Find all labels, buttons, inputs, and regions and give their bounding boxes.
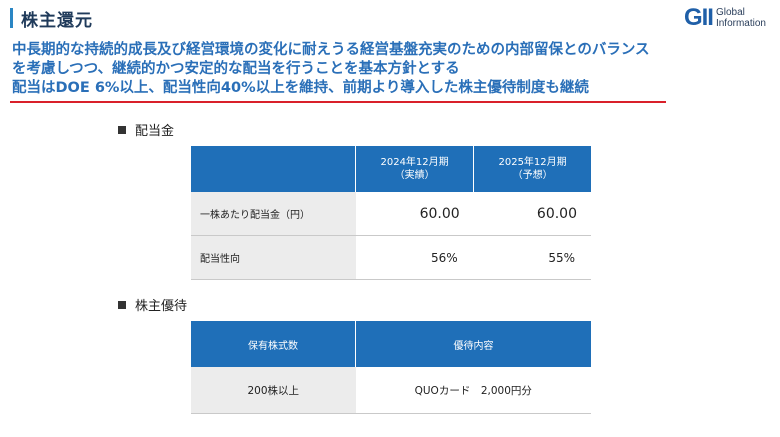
- benefit-table-header: 保有株式数 優待内容: [191, 321, 591, 367]
- benefit-header-content: 優待内容: [355, 321, 591, 367]
- slide-title: 株主還元: [21, 10, 93, 31]
- dividend-header-fy2024: 2024年12月期 （実績）: [354, 146, 474, 192]
- bullet-square-icon: [118, 125, 126, 134]
- bullet-square-icon: [118, 300, 126, 309]
- dividend-heading: 配当金: [118, 120, 174, 139]
- policy-line-3: 配当はDOE 6%以上、配当性向40%以上を維持、前期より導入した株主優待制度も…: [12, 80, 589, 96]
- logo-line-1: Global: [715, 7, 745, 18]
- logo-mark: GII: [683, 4, 714, 31]
- policy-line-1: 中長期的な持続的成長及び経営環境の変化に耐えうる経営基盤充実のための内部留保との…: [12, 42, 650, 58]
- dividend-header-fy2024-period: 2024年12月期: [380, 157, 449, 168]
- dividend-heading-text: 配当金: [135, 124, 175, 139]
- table-row: 配当性向 56% 55%: [191, 235, 591, 280]
- benefit-table: 保有株式数 優待内容 200株以上 QUOカード 2,000円分: [191, 321, 591, 414]
- benefit-shares-value: 200株以上: [191, 367, 356, 414]
- dividend-header-blank: [191, 146, 356, 192]
- title-accent-bar: [10, 8, 13, 28]
- dividend-table: 2024年12月期 （実績） 2025年12月期 （予想） 一株あたり配当金（円…: [191, 146, 591, 280]
- benefit-heading-text: 株主優待: [135, 299, 188, 314]
- dps-fy2024-value: 60.00: [355, 192, 474, 236]
- slide-title-bar: 株主還元: [10, 6, 93, 31]
- dividend-header-fy2025-period: 2025年12月期: [498, 157, 567, 168]
- payout-label: 配当性向: [191, 235, 356, 280]
- logo-words: Global Information: [716, 7, 766, 29]
- dividend-header-fy2025-type: （予想）: [512, 170, 553, 181]
- dps-fy2025-value: 60.00: [473, 192, 591, 236]
- dps-label: 一株あたり配当金（円）: [191, 192, 356, 236]
- payout-fy2024-value: 56%: [355, 235, 474, 280]
- dividend-header-fy2024-type: （実績）: [394, 170, 435, 181]
- benefit-content-value: QUOカード 2,000円分: [355, 367, 591, 414]
- payout-fy2025-value: 55%: [473, 235, 591, 280]
- policy-line-2: を考慮しつつ、継続的かつ安定的な配当を行うことを基本方針とする: [12, 61, 460, 77]
- dividend-header-fy2025: 2025年12月期 （予想）: [473, 146, 591, 192]
- dividend-table-header: 2024年12月期 （実績） 2025年12月期 （予想）: [191, 146, 591, 192]
- company-logo: GII Global Information: [684, 6, 766, 30]
- policy-statement: 中長期的な持続的成長及び経営環境の変化に耐えうる経営基盤充実のための内部留保との…: [10, 41, 770, 103]
- table-row: 一株あたり配当金（円） 60.00 60.00: [191, 192, 591, 236]
- benefit-heading: 株主優待: [118, 295, 187, 314]
- logo-line-2: Information: [715, 18, 766, 29]
- benefit-header-shares: 保有株式数: [191, 321, 356, 367]
- table-row: 200株以上 QUOカード 2,000円分: [191, 367, 591, 414]
- policy-underline: [10, 101, 666, 103]
